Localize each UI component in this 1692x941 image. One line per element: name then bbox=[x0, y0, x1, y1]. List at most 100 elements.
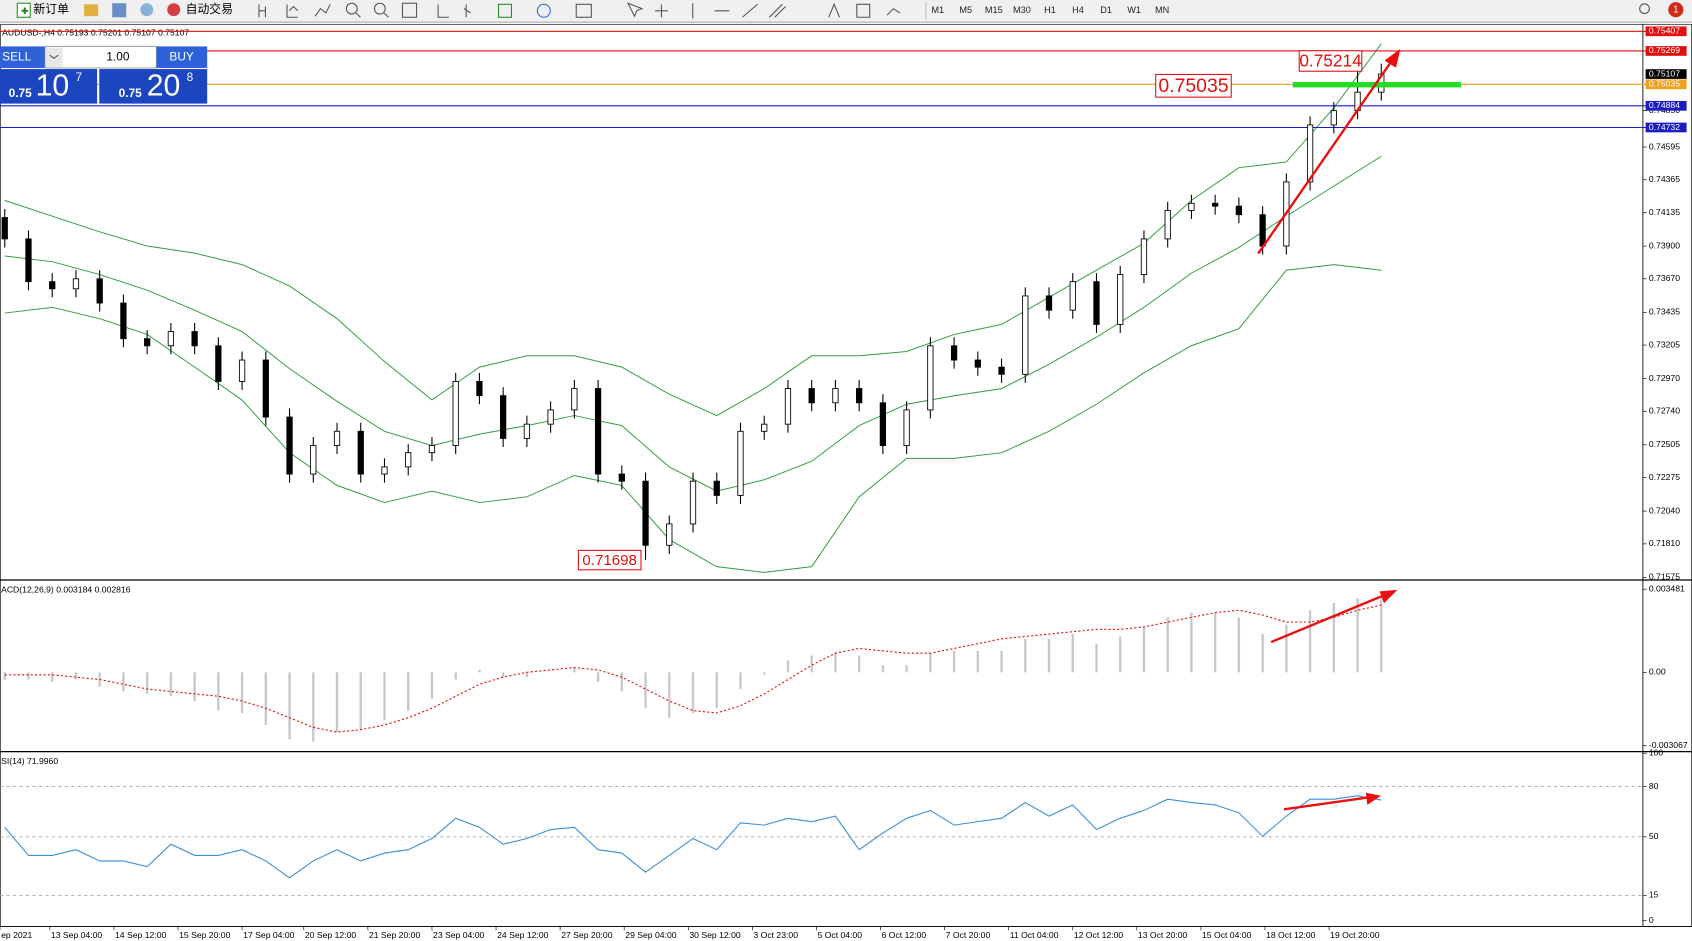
candle-body bbox=[1117, 274, 1124, 325]
new-order-button[interactable]: 新订单 bbox=[16, 2, 69, 18]
lots-spinner[interactable] bbox=[45, 47, 63, 67]
bid-pips: 10 bbox=[36, 69, 70, 102]
candle-body bbox=[144, 338, 151, 347]
candle-body bbox=[737, 430, 744, 496]
x-tick-label: 19 Oct 20:00 bbox=[1330, 930, 1380, 940]
toolbar-icons[interactable] bbox=[258, 2, 901, 19]
y-tick-label: 0.73670 bbox=[1649, 273, 1680, 283]
price-level-label: 0.75407 bbox=[1649, 26, 1680, 36]
bid-big: 0.75 bbox=[9, 86, 32, 100]
timeframe-button[interactable]: MN bbox=[1155, 5, 1169, 15]
x-tick-label: 7 Oct 20:00 bbox=[946, 930, 991, 940]
candle-body bbox=[761, 423, 768, 432]
macd-signal bbox=[4, 604, 1382, 733]
candle-body bbox=[950, 345, 958, 361]
candle-body bbox=[974, 359, 981, 368]
candle-body bbox=[1093, 281, 1100, 325]
sell-button[interactable] bbox=[0, 46, 46, 68]
ask-box[interactable] bbox=[99, 69, 208, 104]
icon bbox=[49, 54, 59, 59]
bid-point: 7 bbox=[76, 70, 83, 84]
ask-big: 0.75 bbox=[119, 86, 142, 100]
candle-body bbox=[666, 523, 673, 546]
new-order-label: 新订单 bbox=[33, 2, 69, 16]
x-tick-label: 12 Oct 12:00 bbox=[1074, 930, 1124, 940]
price-level-label-bg bbox=[1645, 79, 1687, 90]
lots-value: 1.00 bbox=[106, 49, 129, 63]
icon[interactable] bbox=[112, 3, 127, 18]
candle-body bbox=[1212, 202, 1219, 207]
x-tick-label: 21 Sep 20:00 bbox=[369, 930, 421, 940]
timeframe-bar: M1 M5 M15 M30 H1 H4 D1 W1 MN bbox=[931, 5, 1169, 15]
buy-button[interactable] bbox=[156, 46, 208, 68]
trend-arrows bbox=[1257, 48, 1401, 811]
candle-body bbox=[49, 281, 56, 290]
icon[interactable] bbox=[84, 4, 99, 17]
plot-layer: 0.748500.745950.743650.741350.739000.736… bbox=[0, 26, 1688, 940]
bollinger-band bbox=[4, 43, 1382, 417]
timeframe-button[interactable]: D1 bbox=[1100, 5, 1112, 15]
price-level-label: 0.74732 bbox=[1649, 122, 1680, 132]
price-level-label-bg bbox=[1645, 46, 1687, 56]
candle-body bbox=[476, 380, 483, 397]
y-tick-label: 0.74135 bbox=[1649, 207, 1680, 217]
candle-body bbox=[405, 452, 412, 468]
candle-body bbox=[500, 395, 507, 439]
candle-body bbox=[262, 359, 269, 418]
rsi-title: SI(14) 71.9960 bbox=[1, 756, 58, 766]
timeframe-button[interactable]: M15 bbox=[985, 5, 1003, 15]
auto-trading-label: 自动交易 bbox=[186, 2, 233, 16]
candle-body bbox=[25, 238, 32, 283]
price-level-label: 0.75269 bbox=[1649, 45, 1680, 55]
y-tick-label: 0.003481 bbox=[1649, 583, 1685, 593]
candle-body bbox=[571, 388, 578, 411]
price-level-label: 0.74884 bbox=[1649, 100, 1680, 110]
bid-box[interactable] bbox=[0, 69, 98, 104]
price-annotation-box bbox=[577, 549, 642, 571]
candle-body bbox=[310, 445, 317, 475]
y-tick-label: 15 bbox=[1649, 890, 1659, 900]
y-tick-label: 0.72970 bbox=[1649, 373, 1680, 383]
price-level-label-bg bbox=[1645, 26, 1687, 37]
candle-body bbox=[594, 388, 602, 475]
x-tick-label: 30 Sep 12:00 bbox=[689, 930, 741, 940]
search-icon[interactable] bbox=[1639, 3, 1650, 15]
timeframe-button[interactable]: M30 bbox=[1013, 5, 1031, 15]
candle-body bbox=[72, 278, 80, 290]
notification-badge[interactable] bbox=[1668, 2, 1684, 18]
x-tick-label: 29 Sep 04:00 bbox=[625, 930, 677, 940]
candle-body bbox=[191, 331, 198, 347]
timeframe-button[interactable]: W1 bbox=[1127, 5, 1141, 15]
rsi-line bbox=[4, 795, 1382, 879]
icon[interactable] bbox=[140, 3, 154, 17]
candle-body bbox=[1164, 209, 1171, 240]
chart-frame bbox=[0, 23, 1692, 927]
y-tick-label: 0.73435 bbox=[1649, 307, 1680, 317]
price-annotation: 0.75214 bbox=[1299, 51, 1362, 71]
x-tick-label: ep 2021 bbox=[1, 930, 32, 940]
timeframe-button[interactable]: H4 bbox=[1072, 5, 1084, 15]
candle-body bbox=[238, 359, 246, 382]
candle-body bbox=[428, 445, 436, 454]
x-tick-label: 14 Sep 12:00 bbox=[115, 930, 167, 940]
price-annotation-box bbox=[1155, 73, 1232, 98]
x-tick-label: 17 Sep 04:00 bbox=[243, 930, 295, 940]
candle-body bbox=[642, 480, 649, 546]
auto-trading-button[interactable]: 自动交易 bbox=[167, 2, 233, 17]
timeframe-button[interactable]: M5 bbox=[959, 5, 972, 15]
timeframe-button[interactable]: M1 bbox=[931, 5, 944, 15]
y-tick-label: 0.74365 bbox=[1649, 174, 1680, 184]
toolbar bbox=[0, 0, 1692, 22]
timeframe-button[interactable]: H1 bbox=[1044, 5, 1056, 15]
x-tick-label: 13 Sep 04:00 bbox=[51, 930, 103, 940]
candle-body bbox=[167, 331, 175, 347]
y-tick-label: 0.73205 bbox=[1649, 339, 1680, 349]
x-tick-label: 18 Oct 12:00 bbox=[1266, 930, 1316, 940]
candle-body bbox=[832, 388, 839, 404]
candle-body bbox=[547, 409, 554, 425]
price-level-label-bg bbox=[1645, 69, 1687, 79]
x-tick-label: 3 Oct 23:00 bbox=[753, 930, 798, 940]
x-tick-label: 15 Sep 20:00 bbox=[179, 930, 231, 940]
